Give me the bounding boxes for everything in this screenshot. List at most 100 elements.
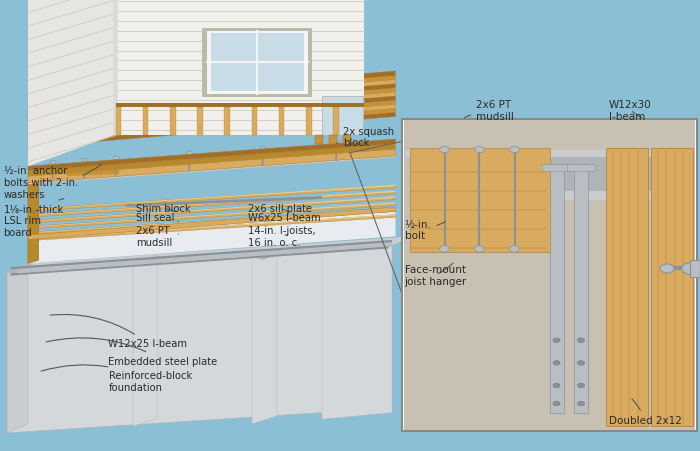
Polygon shape [28,101,395,136]
Polygon shape [28,203,395,228]
Circle shape [553,338,560,343]
Polygon shape [28,212,395,264]
Polygon shape [550,165,564,413]
Circle shape [334,142,340,146]
Text: W6x25 I-beam: W6x25 I-beam [248,213,321,223]
Polygon shape [28,198,395,224]
Circle shape [50,161,56,165]
Polygon shape [28,150,395,184]
Polygon shape [28,88,395,123]
Text: W12x30
I-beam: W12x30 I-beam [609,100,652,121]
Polygon shape [651,149,693,426]
Polygon shape [28,105,395,140]
Polygon shape [28,109,395,144]
Polygon shape [7,264,38,276]
Polygon shape [170,108,176,135]
Polygon shape [322,246,392,419]
Polygon shape [406,151,693,158]
Bar [402,120,696,431]
Circle shape [82,159,88,162]
Bar [206,32,308,34]
Polygon shape [329,135,337,144]
Circle shape [578,401,584,406]
Circle shape [510,147,519,153]
Polygon shape [28,215,395,241]
Polygon shape [28,84,395,119]
Polygon shape [28,0,116,167]
Polygon shape [28,207,395,240]
Polygon shape [333,108,339,135]
Circle shape [553,401,560,406]
Text: 14-in. I-joists,
16 in. o. c.: 14-in. I-joists, 16 in. o. c. [248,226,316,247]
Bar [322,97,363,135]
Polygon shape [197,108,203,135]
Polygon shape [143,108,148,135]
Polygon shape [225,108,230,135]
Polygon shape [322,246,395,252]
Polygon shape [18,243,392,274]
Circle shape [578,338,584,343]
Text: W12x25 I-beam: W12x25 I-beam [50,315,188,349]
Polygon shape [28,185,395,210]
Text: Doubled 2x12: Doubled 2x12 [609,399,682,425]
Bar [206,32,211,95]
Circle shape [475,147,484,153]
Circle shape [260,147,266,151]
Polygon shape [28,72,395,107]
Polygon shape [252,249,287,260]
Text: ½-in. anchor
bolts with 2-in.
washers: ½-in. anchor bolts with 2-in. washers [4,165,101,199]
Text: 1⅛-in.-thick
LSL rim
board: 1⅛-in.-thick LSL rim board [4,199,64,238]
Circle shape [440,246,449,253]
Polygon shape [441,158,693,192]
Text: 2x6 PT
mudsill: 2x6 PT mudsill [136,226,178,247]
Circle shape [113,157,119,161]
Circle shape [553,383,560,388]
Polygon shape [28,144,395,177]
Polygon shape [279,108,284,135]
Circle shape [475,246,484,253]
Text: Reinforced-block
foundation: Reinforced-block foundation [41,365,192,392]
Circle shape [682,263,700,275]
Bar [206,32,308,95]
Polygon shape [28,92,395,128]
Polygon shape [10,247,388,276]
Text: 2x6 sill plate: 2x6 sill plate [248,204,312,214]
Polygon shape [28,80,395,115]
Text: ½-in.
bolt: ½-in. bolt [405,219,445,241]
Polygon shape [343,135,351,144]
Polygon shape [133,256,168,267]
Polygon shape [28,140,395,171]
Polygon shape [7,246,392,433]
Text: Shim block: Shim block [136,204,191,214]
Polygon shape [7,264,28,433]
Circle shape [553,361,560,365]
Polygon shape [28,203,395,230]
Polygon shape [567,165,595,171]
Polygon shape [116,0,364,135]
Text: Embedded steel plate: Embedded steel plate [46,338,218,366]
Polygon shape [28,156,395,185]
Text: Face-mount
joist hanger: Face-mount joist hanger [405,263,467,286]
Text: 2x6 PT
mudsill: 2x6 PT mudsill [465,100,514,121]
Polygon shape [28,209,395,235]
Polygon shape [28,215,395,239]
Polygon shape [306,108,312,135]
Polygon shape [606,149,648,426]
Polygon shape [410,149,550,253]
Polygon shape [28,181,38,264]
Bar [690,261,700,277]
Bar [304,32,308,95]
Circle shape [440,147,449,153]
Polygon shape [315,135,323,144]
Polygon shape [116,104,364,108]
Circle shape [660,264,674,273]
Polygon shape [116,108,121,135]
Polygon shape [28,186,395,212]
Circle shape [578,361,584,365]
Text: 2x squash
block: 2x squash block [336,126,394,148]
Polygon shape [574,165,588,413]
Polygon shape [133,256,158,426]
Polygon shape [7,237,413,273]
Circle shape [187,152,192,156]
Text: Sill seal: Sill seal [136,213,178,223]
